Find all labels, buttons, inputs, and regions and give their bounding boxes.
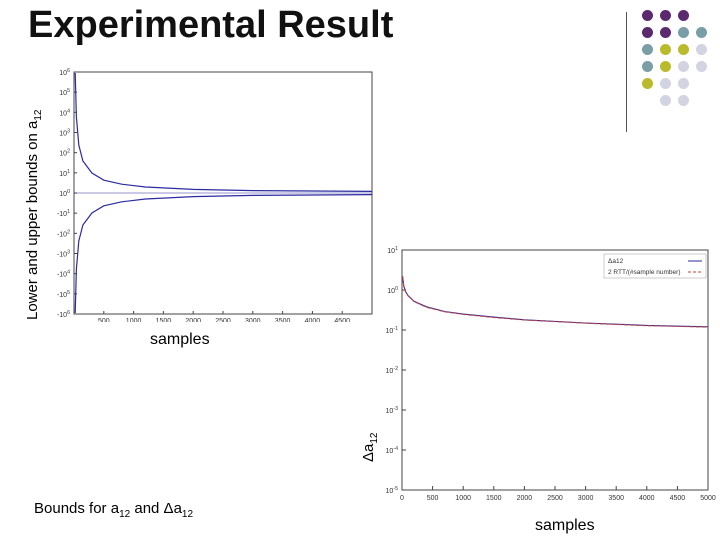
y-tick-label: -105: [57, 290, 70, 299]
series-line-1: [402, 276, 709, 328]
y-tick-label: 10-2: [386, 366, 399, 375]
upper-bound-line: [74, 72, 373, 192]
x-tick-label: 4000: [305, 318, 321, 322]
x-tick-label: 3000: [245, 318, 261, 322]
x-tick-label: 1500: [156, 318, 172, 322]
x-tick-label: 500: [98, 318, 110, 322]
left-ylabel-sub: 12: [33, 109, 44, 121]
left-ylabel-text: Lower and upper bounds on a: [24, 120, 41, 320]
x-tick-label: 2000: [185, 318, 201, 322]
slide-title: Experimental Result: [28, 4, 394, 46]
delta-chart: 101 100 10-1 10-2 10-3 10-4 10-50 500 1000 1500 20…: [386, 246, 716, 502]
y-tick-label: 104: [59, 108, 70, 117]
y-tick-label: -106: [57, 310, 70, 319]
x-tick-label: 4500: [334, 318, 350, 322]
x-tick-label: 2500: [547, 495, 563, 502]
y-tick-label: 100: [387, 286, 398, 295]
decorative-dot: [660, 10, 671, 21]
decorative-dot: [660, 78, 671, 89]
series-line-2: [402, 277, 709, 328]
decorative-dot: [696, 61, 707, 72]
y-tick-label: 105: [59, 88, 70, 97]
left-chart-xlabel: samples: [150, 331, 210, 348]
decorative-divider: [626, 12, 627, 132]
decorative-dot: [696, 27, 707, 38]
decorative-dot: [642, 78, 653, 89]
x-tick-label: 4500: [670, 495, 686, 502]
caption-sub-2: 12: [181, 509, 194, 520]
caption-sub-1: 12: [119, 509, 131, 520]
y-tick-label: 10-3: [386, 406, 399, 415]
y-tick-label: 102: [59, 149, 70, 158]
y-tick-label: -103: [57, 250, 70, 259]
x-tick-label: 1000: [126, 318, 142, 322]
bounds-chart: 106 105 104 103 102 101 100 -101 -102 -103 -104 -10…: [57, 68, 373, 322]
y-tick-label: 10-5: [386, 486, 399, 495]
decorative-dot: [660, 61, 671, 72]
x-tick-label: 500: [427, 495, 439, 502]
decorative-dot: [678, 44, 689, 55]
decorative-dot: [642, 44, 653, 55]
y-tick-label: 100: [59, 189, 70, 198]
decorative-dot: [678, 27, 689, 38]
decorative-dot: [642, 61, 653, 72]
decorative-dot: [660, 27, 671, 38]
x-tick-label: 1500: [486, 495, 502, 502]
caption-text-1: Bounds for a: [34, 500, 120, 517]
y-tick-label: 10-4: [386, 446, 399, 455]
plot-frame: [401, 249, 709, 491]
decorative-dot: [660, 44, 671, 55]
x-tick-label: 3500: [275, 318, 291, 322]
y-tick-label: 106: [59, 68, 70, 77]
x-tick-label: 2500: [215, 318, 231, 322]
decorative-dot: [696, 44, 707, 55]
y-tick-label: 101: [59, 169, 70, 178]
x-tick-label: 0: [400, 495, 404, 502]
y-tick-label: 103: [59, 129, 70, 138]
x-tick-label: 5000: [700, 495, 716, 502]
x-tick-label: 3500: [608, 495, 624, 502]
x-tick-label: 1000: [455, 495, 471, 502]
right-chart-xlabel: samples: [535, 517, 595, 534]
y-tick-label: 10-1: [386, 326, 399, 335]
decorative-dot-grid: [642, 10, 718, 120]
decorative-dot: [642, 10, 653, 21]
decorative-dot: [678, 78, 689, 89]
lower-bound-line: [74, 194, 373, 314]
decorative-dot: [678, 61, 689, 72]
figure-caption: Bounds for a12 and Δa12: [34, 500, 193, 520]
x-tick-label: 4000: [639, 495, 655, 502]
legend-label: 2 RTT/(#sample number): [608, 269, 681, 276]
decorative-dot: [642, 27, 653, 38]
legend-box: [603, 253, 707, 279]
y-tick-label: -102: [57, 229, 70, 238]
left-chart-ylabel: Lower and upper bounds on a12: [24, 110, 44, 320]
legend-label: Δa12: [608, 258, 624, 265]
x-tick-label: 2000: [517, 495, 533, 502]
y-tick-label: -101: [57, 209, 70, 218]
caption-text-2: and Δa: [130, 500, 182, 517]
decorative-dot: [678, 95, 689, 106]
y-tick-label: 101: [387, 246, 398, 255]
x-tick-label: 3000: [578, 495, 594, 502]
y-tick-label: -104: [57, 270, 70, 279]
decorative-dot: [678, 10, 689, 21]
decorative-dot: [660, 95, 671, 106]
